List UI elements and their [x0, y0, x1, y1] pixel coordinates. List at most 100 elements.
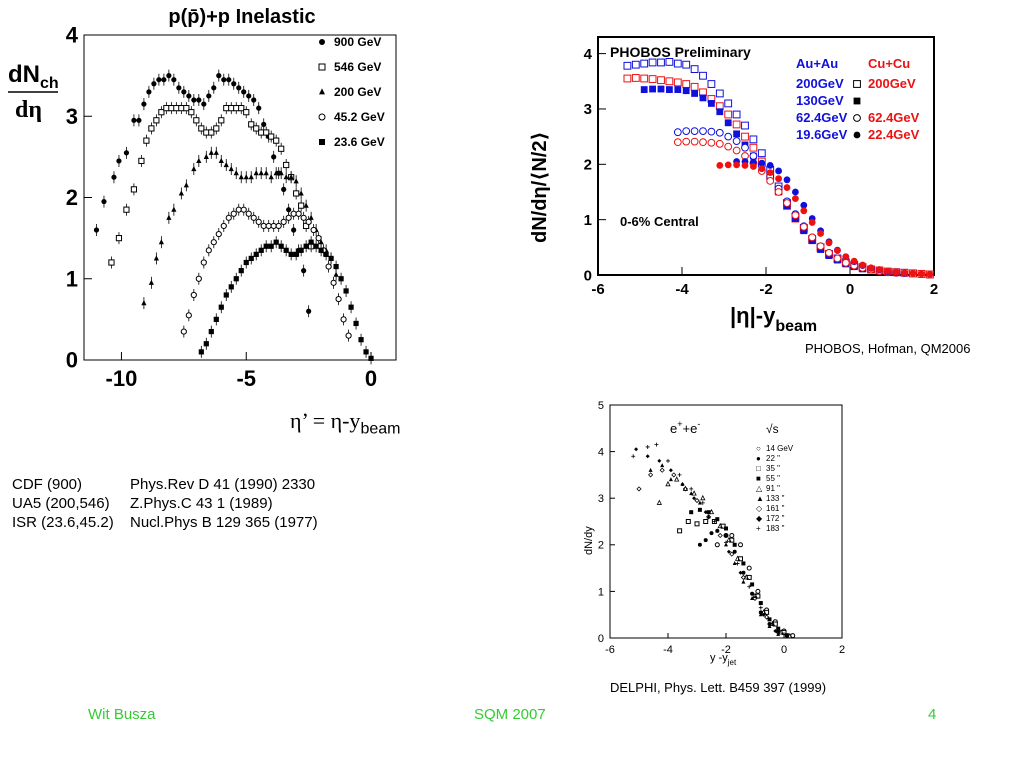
delphi-point: [732, 549, 737, 554]
ppbar-point: [368, 355, 374, 361]
ppbar-legend-marker: [319, 88, 325, 95]
ppbar-point: [235, 206, 242, 213]
ppbar-point: [228, 105, 235, 112]
delphi-point: [697, 507, 702, 512]
ppbar-legend-marker: [318, 113, 326, 121]
phobos-point: [918, 270, 925, 278]
ppbar-point: [215, 230, 222, 238]
delphi-point: [732, 561, 737, 566]
delphi-point: [634, 447, 639, 452]
ppbar-point: [190, 291, 197, 299]
phobos-point: [673, 128, 682, 137]
phobos-point: [808, 233, 817, 242]
ppbar-point: [253, 125, 260, 132]
eta-prime-label: η’ = η-ybeam: [290, 408, 401, 438]
phobos-xtick-label: -6: [591, 281, 604, 298]
phobos-legend-auau: 62.4GeV: [796, 110, 848, 125]
phobos-point: [792, 188, 799, 196]
phobos-point: [732, 137, 741, 145]
ppbar-point: [183, 105, 190, 112]
ppbar-legend-label: 23.6 GeV: [334, 135, 385, 149]
phobos-ylabel: dN/dη/⟨N/2⟩: [529, 131, 551, 243]
delphi-point: [697, 542, 702, 547]
delphi-ytick-label: 2: [598, 540, 604, 552]
ppbar-point: [246, 93, 252, 99]
delphi-xtick-label: -6: [605, 644, 615, 656]
phobos-point: [749, 152, 758, 160]
delphi-point: [682, 486, 688, 492]
ppbar-point: [218, 304, 224, 310]
delphi-point: [787, 632, 793, 639]
phobos-legend-header-auau: Au+Au: [796, 56, 838, 71]
ppbar-point: [256, 105, 262, 111]
ppbar-point: [208, 328, 214, 335]
ppbar-point: [286, 207, 292, 213]
phobos-frame: [597, 36, 935, 276]
ppbar-point: [208, 129, 215, 136]
phobos-point: [724, 132, 733, 141]
delphi-point: [776, 626, 781, 631]
phobos-point: [657, 58, 665, 67]
ppbar-point: [275, 222, 282, 230]
ppbar-point: [216, 73, 222, 79]
phobos-point: [733, 130, 740, 138]
delphi-point: [657, 458, 662, 463]
reference-citation: Z.Phys.C 43 1 (1989): [130, 495, 273, 512]
phobos-point: [682, 127, 691, 135]
phobos-point: [741, 121, 749, 130]
phobos-legend-cucu: 22.4GeV: [868, 127, 920, 142]
ppbar-title: p(p̄)+p Inelastic: [168, 6, 315, 28]
reference-experiment: ISR (23.6,45.2): [12, 514, 114, 531]
delphi-point: [741, 579, 746, 584]
phobos-point: [708, 100, 715, 107]
ppbar-legend-label: 200 GeV: [334, 85, 381, 99]
ppbar-point: [353, 320, 359, 327]
delphi-legend-label: 91 ": [766, 484, 780, 493]
ppbar-point: [196, 97, 202, 103]
ppbar-point: [343, 288, 349, 294]
phobos-point: [850, 257, 858, 265]
phobos-legend-auau: 200GeV: [796, 76, 844, 91]
ppbar-xtick-label: 0: [365, 366, 377, 391]
ppbar-point: [301, 268, 307, 274]
delphi-point: [764, 614, 770, 620]
ppbar-point: [295, 210, 302, 217]
delphi-point: [784, 633, 789, 638]
delphi-point: [758, 605, 763, 610]
phobos-point: [783, 184, 791, 191]
phobos-point: [682, 137, 691, 146]
delphi-point: [746, 565, 752, 571]
phobos-legend-marker: [853, 80, 861, 88]
ppbar-point: [323, 251, 329, 257]
phobos-point: [892, 268, 900, 276]
ppbar-point: [230, 210, 237, 217]
ppbar-point: [291, 227, 297, 233]
delphi-point: [735, 561, 740, 566]
delphi-point: [724, 526, 728, 531]
ppbar-point: [141, 101, 147, 107]
ppbar-point: [251, 97, 257, 103]
phobos-point: [682, 60, 691, 69]
phobos-ytick-label: 2: [584, 157, 592, 174]
delphi-point: [689, 510, 694, 515]
ppbar-point: [318, 239, 324, 245]
ppbar-point: [303, 243, 309, 249]
ppbar-point: [93, 227, 100, 233]
phobos-point: [690, 65, 699, 74]
delphi-point: [738, 542, 743, 548]
ppbar-point: [236, 85, 242, 91]
ppbar-point: [308, 214, 314, 220]
ppbar-point: [148, 279, 154, 285]
delphi-point: [747, 584, 752, 589]
ppbar-point: [233, 170, 239, 176]
ppbar-point: [130, 186, 138, 193]
ppbar-point: [203, 129, 210, 136]
ppbar-point: [171, 206, 177, 212]
ppbar-point: [248, 174, 254, 180]
phobos-point: [741, 132, 749, 141]
ppbar-legend-marker: [319, 139, 325, 145]
ppbar-point: [358, 337, 364, 343]
phobos-point: [673, 138, 682, 147]
phobos-point: [707, 127, 716, 136]
ppbar-point: [200, 259, 207, 266]
